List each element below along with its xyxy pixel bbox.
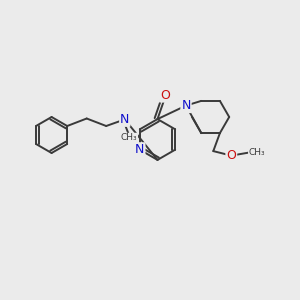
Text: CH₃: CH₃ — [249, 148, 266, 157]
Text: CH₃: CH₃ — [121, 134, 137, 142]
Text: N: N — [135, 143, 145, 156]
Text: N: N — [181, 99, 191, 112]
Text: O: O — [160, 88, 170, 102]
Text: N: N — [120, 113, 130, 126]
Text: O: O — [226, 149, 236, 162]
